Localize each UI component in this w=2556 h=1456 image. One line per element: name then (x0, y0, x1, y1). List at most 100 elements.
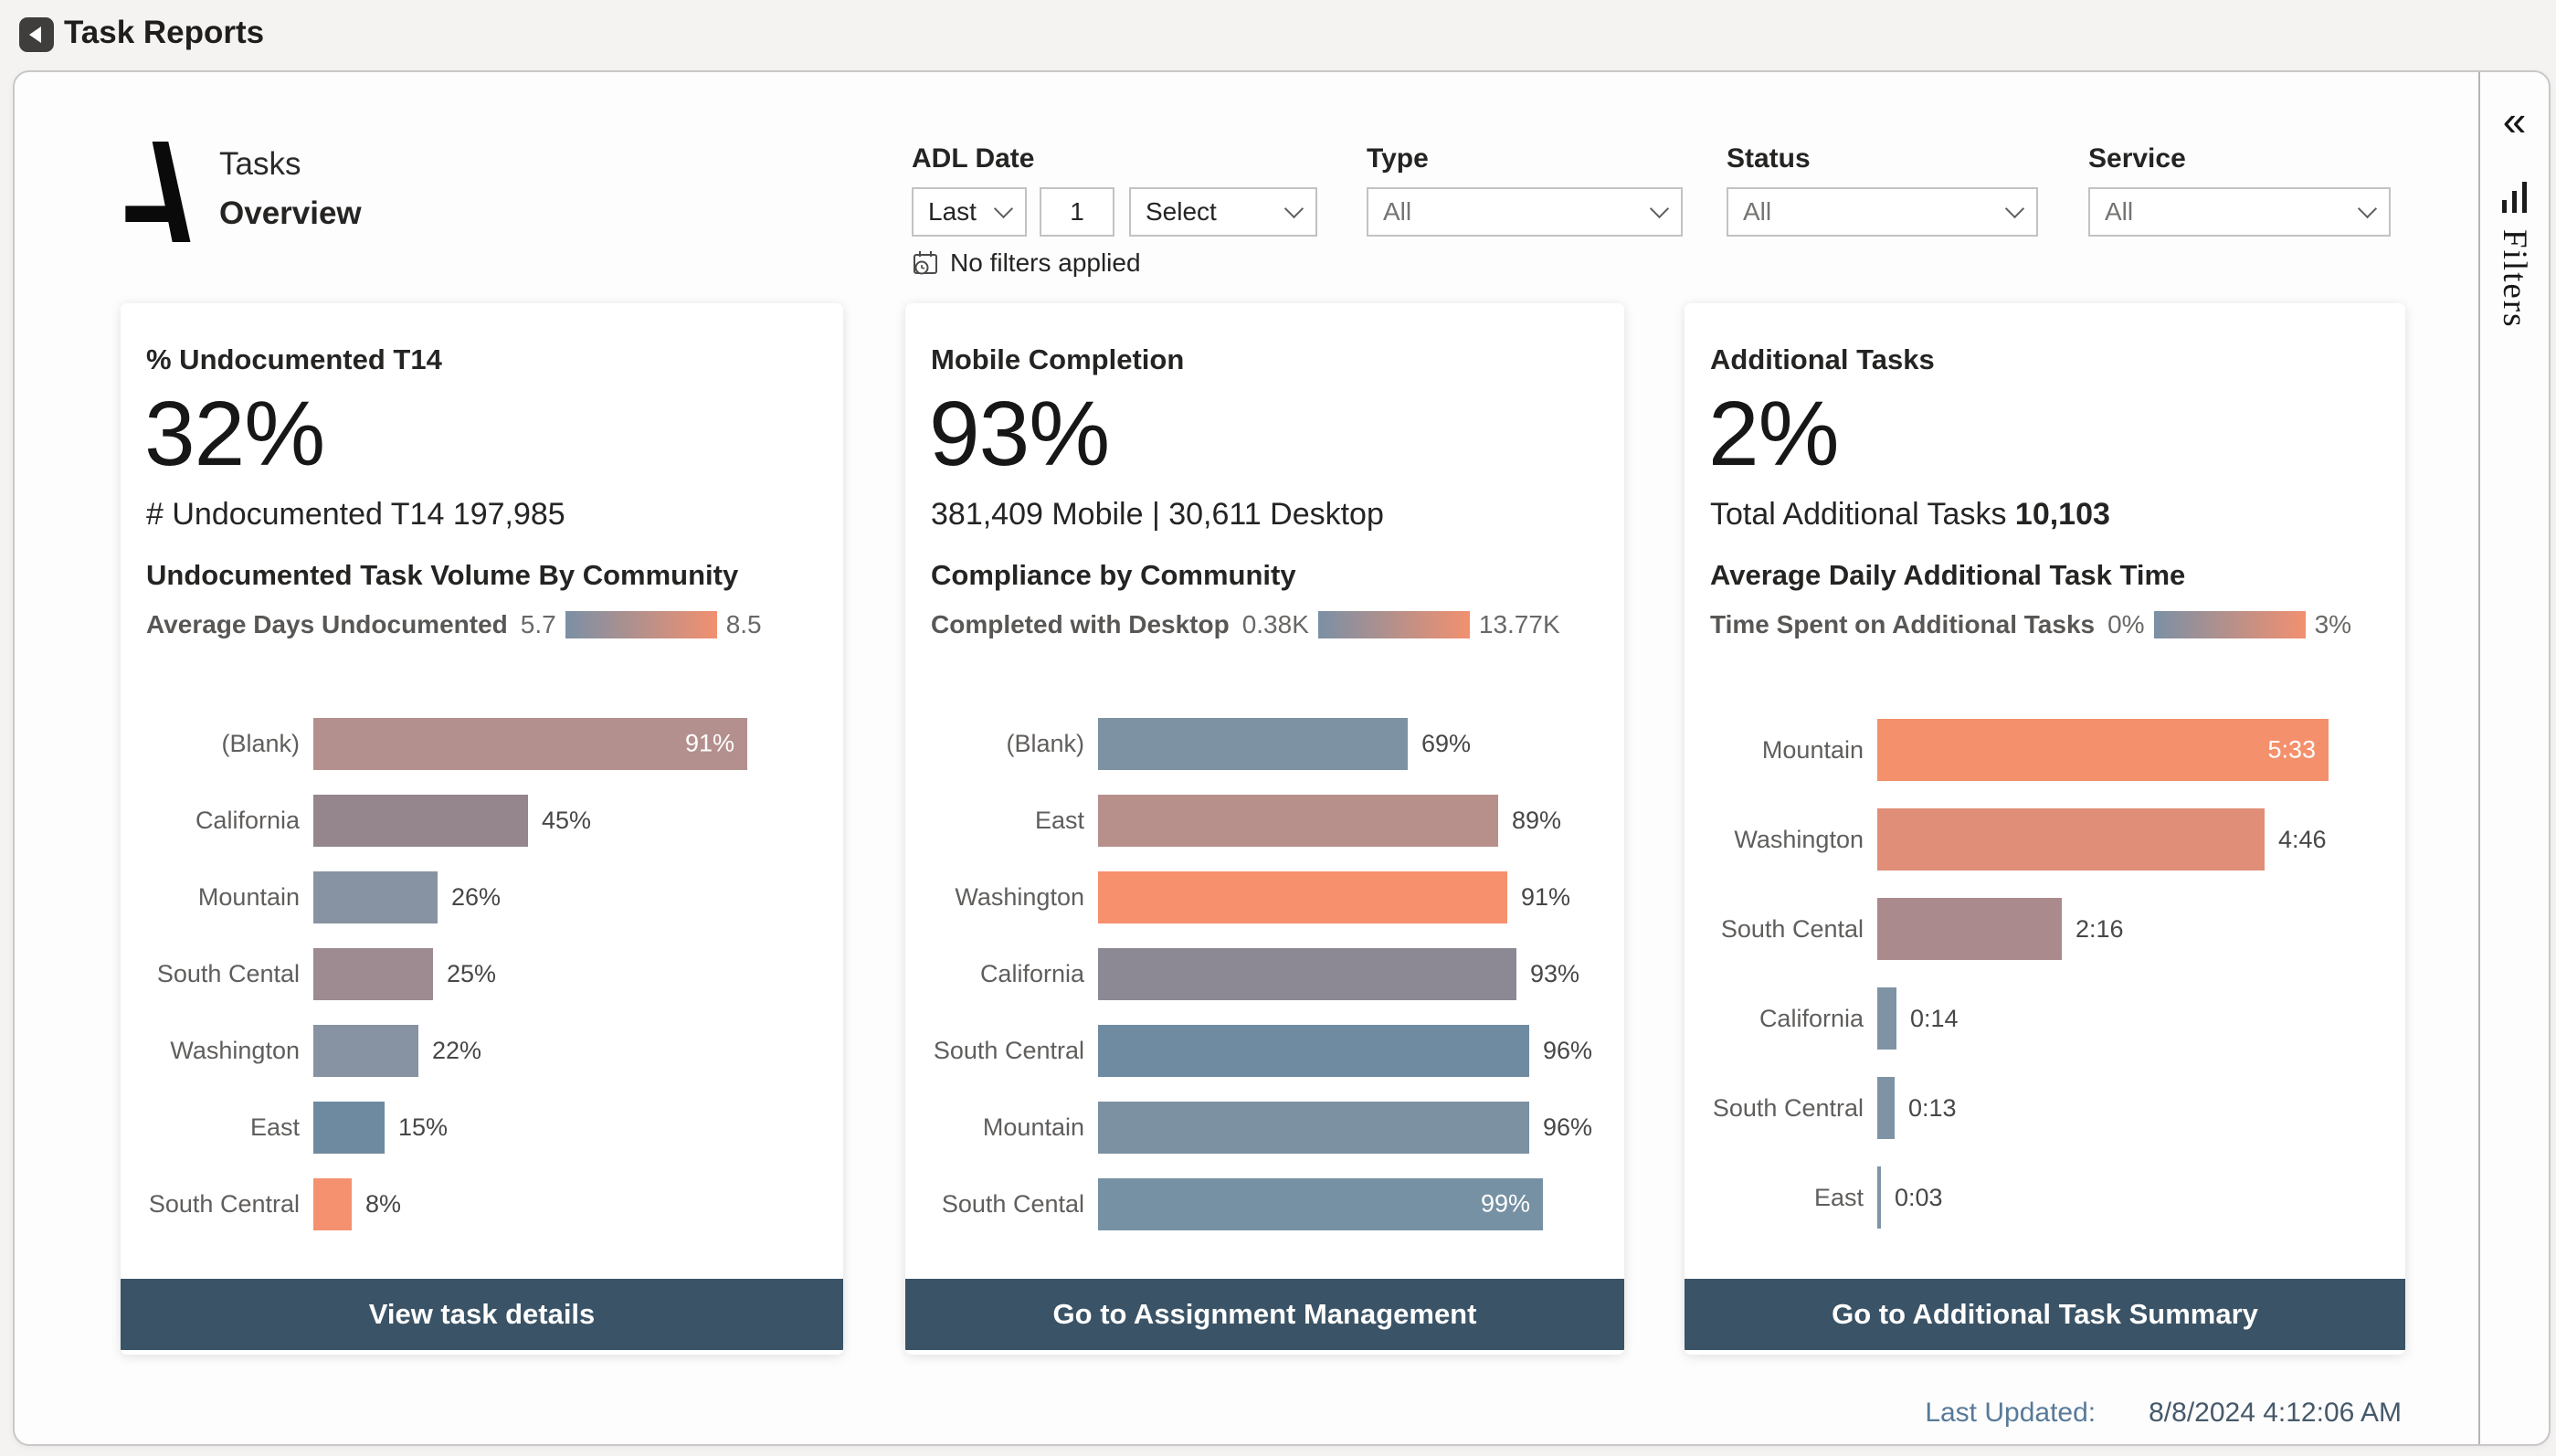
last-updated-label: Last Updated: (1925, 1398, 2097, 1428)
adl-date-number-input[interactable] (1040, 187, 1114, 237)
subtitle-part: 10,103 (2014, 497, 2110, 532)
adl-date-operator-value: Last (928, 197, 977, 226)
report-logo: Tasks Overview (122, 142, 362, 242)
value-label: 22% (432, 1036, 482, 1064)
adl-date-unit-value: Select (1146, 197, 1217, 226)
chart-row: Mountain 26% (121, 859, 843, 935)
report-canvas: Tasks Overview ADL Date Last Select No f… (13, 70, 2551, 1446)
category-label: Washington (170, 1036, 300, 1064)
filters-pane-title: Filters (2496, 229, 2533, 329)
value-label: 25% (447, 959, 497, 987)
category-label: South Central (933, 1036, 1084, 1064)
value-label: 2:16 (2075, 914, 2124, 943)
category-label: California (979, 959, 1084, 987)
legend-min: 5.7 (520, 610, 556, 638)
service-filter-label: Service (2088, 143, 2186, 174)
gradient-scale (1317, 611, 1470, 638)
calendar-clock-icon (914, 251, 937, 275)
value-label: 0:03 (1895, 1183, 1943, 1211)
legend-min: 0% (2107, 610, 2145, 638)
category-label: South Central (148, 1189, 300, 1218)
chart-title: Undocumented Task Volume By Community (146, 559, 739, 591)
chart-row: South Cental 99% (905, 1166, 1624, 1242)
adl-date-operator-select[interactable]: Last (912, 187, 1027, 237)
service-filter-select[interactable]: All (2088, 187, 2391, 237)
bar[interactable] (1098, 1101, 1529, 1154)
go-to-assignment-management-button[interactable]: Go to Assignment Management (905, 1279, 1624, 1350)
chevron-down-icon (1649, 198, 1670, 218)
bar[interactable] (1877, 1077, 1895, 1139)
last-updated-value: 8/8/2024 4:12:06 AM (2149, 1398, 2402, 1428)
value-label: 8% (365, 1189, 402, 1218)
expand-pane-icon[interactable]: « (2502, 97, 2527, 144)
value-label: 45% (542, 806, 592, 834)
legend-max: 13.77K (1478, 610, 1560, 638)
report-name: Overview (219, 195, 362, 231)
bar-chart: Mountain 5:33 Washington 4:46 South Cental 2:… (1685, 705, 2405, 1242)
go-to-additional-task-summary-button[interactable]: Go to Additional Task Summary (1685, 1279, 2405, 1350)
adl-date-label: ADL Date (912, 143, 1035, 174)
bar[interactable] (313, 1177, 352, 1230)
kpi-card-additional-tasks: Additional Tasks 2% Total Additional Tas… (1685, 303, 2405, 1355)
bar[interactable] (1098, 870, 1507, 923)
chart-row: South Central 8% (121, 1166, 843, 1242)
category-label: South Cental (941, 1189, 1084, 1218)
value-label: 5:33 (2267, 735, 2316, 764)
gradient-scale (2153, 611, 2306, 638)
last-updated: Last Updated: 8/8/2024 4:12:06 AM (1925, 1398, 2402, 1429)
page-title: Task Reports (64, 15, 265, 50)
value-label: 26% (451, 882, 502, 911)
bar[interactable]: 91% (313, 717, 747, 770)
type-filter-select[interactable]: All (1367, 187, 1683, 237)
kpi-card-mobile-completion: Mobile Completion 93% 381,409 Mobile | 3… (905, 303, 1624, 1355)
chart-row: Washington 4:46 (1685, 795, 2405, 884)
subtitle-part: Total Additional Tasks (1710, 497, 2015, 532)
category-label: Mountain (1761, 735, 1864, 764)
no-filters-status: No filters applied (912, 248, 1141, 278)
chart-row: East 89% (905, 782, 1624, 859)
value-label: 99% (1480, 1189, 1530, 1218)
back-arrow-icon (29, 26, 41, 43)
subtitle-part: 381,409 Mobile | 30,611 Desktop (931, 497, 1384, 532)
value-label: 96% (1543, 1113, 1593, 1141)
kpi-subtitle: # Undocumented T14 197,985 (146, 497, 565, 533)
chart-row: Mountain 5:33 (1685, 705, 2405, 795)
bar[interactable] (313, 1024, 418, 1077)
chart-row: California 0:14 (1685, 974, 2405, 1063)
bar[interactable] (1098, 947, 1516, 1000)
bar[interactable] (313, 794, 528, 847)
chart-color-legend: Average Days Undocumented 5.7 8.5 (146, 610, 762, 639)
value-label: 0:13 (1908, 1093, 1957, 1122)
chart-row: (Blank) 69% (905, 705, 1624, 782)
chart-row: South Central 96% (905, 1012, 1624, 1089)
subtitle-part: # Undocumented T14 197,985 (146, 497, 565, 532)
bar[interactable] (1098, 717, 1408, 770)
bar[interactable] (1877, 898, 2062, 960)
bar[interactable]: 5:33 (1877, 719, 2329, 781)
bar[interactable] (313, 947, 433, 1000)
filters-pane-collapsed: « Filters (2478, 72, 2549, 1444)
chart-row: East 0:03 (1685, 1153, 2405, 1242)
view-task-details-button[interactable]: View task details (121, 1279, 843, 1350)
status-filter-select[interactable]: All (1727, 187, 2038, 237)
bar[interactable] (1098, 1024, 1529, 1077)
bar[interactable] (1877, 808, 2265, 870)
bar[interactable] (1098, 794, 1498, 847)
bar[interactable]: 99% (1098, 1177, 1543, 1230)
back-button[interactable] (19, 17, 54, 52)
chart-row: Washington 91% (905, 859, 1624, 935)
kpi-value: 93% (929, 383, 1110, 485)
bar[interactable] (1877, 987, 1896, 1050)
adl-date-unit-select[interactable]: Select (1129, 187, 1317, 237)
kpi-value: 32% (144, 383, 325, 485)
value-label: 96% (1543, 1036, 1593, 1064)
chevron-down-icon (1283, 198, 1304, 218)
bar[interactable] (313, 1101, 385, 1154)
status-filter-value: All (1743, 197, 1772, 226)
filter-funnel-icon[interactable] (2502, 180, 2527, 213)
chevron-down-icon (993, 198, 1014, 218)
legend-label: Time Spent on Additional Tasks (1710, 610, 2096, 638)
bar[interactable] (313, 870, 438, 923)
category-label: East (1034, 806, 1084, 834)
bar[interactable] (1877, 1166, 1881, 1229)
